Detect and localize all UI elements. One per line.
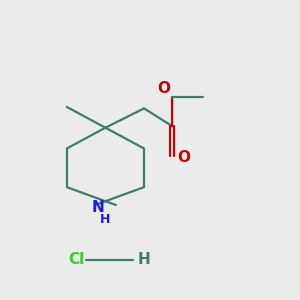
Text: H: H <box>138 253 151 268</box>
Text: H: H <box>100 213 111 226</box>
Text: O: O <box>178 150 190 165</box>
Text: O: O <box>157 81 170 96</box>
Text: N: N <box>91 200 104 214</box>
Text: Cl: Cl <box>68 253 85 268</box>
